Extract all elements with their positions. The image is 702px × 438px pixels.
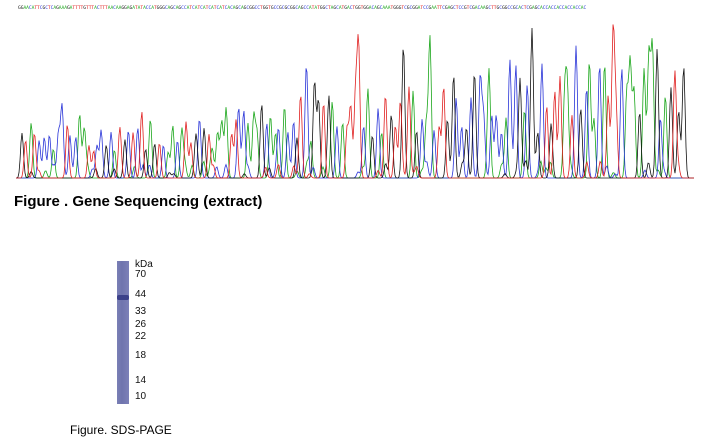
marker-70: 70 xyxy=(135,269,147,280)
gel-lane xyxy=(117,261,129,404)
sequencing-chromatogram xyxy=(16,24,694,179)
protein-band xyxy=(117,295,129,300)
kda-unit-label: kDa xyxy=(135,259,153,270)
marker-18: 18 xyxy=(135,350,147,361)
marker-14: 14 xyxy=(135,375,147,386)
sequence-readout: GGAACATTCGCTCAGAAAGATTTTGTTTACTTTAACAAGG… xyxy=(18,6,587,11)
marker-33: 33 xyxy=(135,306,147,317)
marker-44: 44 xyxy=(135,289,147,300)
figure-caption-sds-page: Figure. SDS-PAGE xyxy=(70,423,172,437)
marker-26: 26 xyxy=(135,319,147,330)
trace-t xyxy=(16,24,694,179)
figure-caption-gene-sequencing: Figure . Gene Sequencing (extract) xyxy=(14,193,263,210)
marker-10: 10 xyxy=(135,391,147,402)
marker-22: 22 xyxy=(135,331,147,342)
